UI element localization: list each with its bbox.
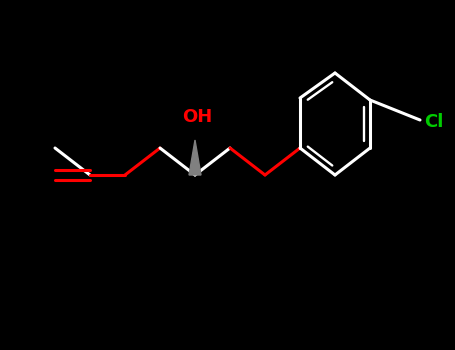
Text: Cl: Cl bbox=[424, 113, 443, 131]
Text: OH: OH bbox=[182, 108, 212, 126]
Polygon shape bbox=[189, 140, 201, 175]
